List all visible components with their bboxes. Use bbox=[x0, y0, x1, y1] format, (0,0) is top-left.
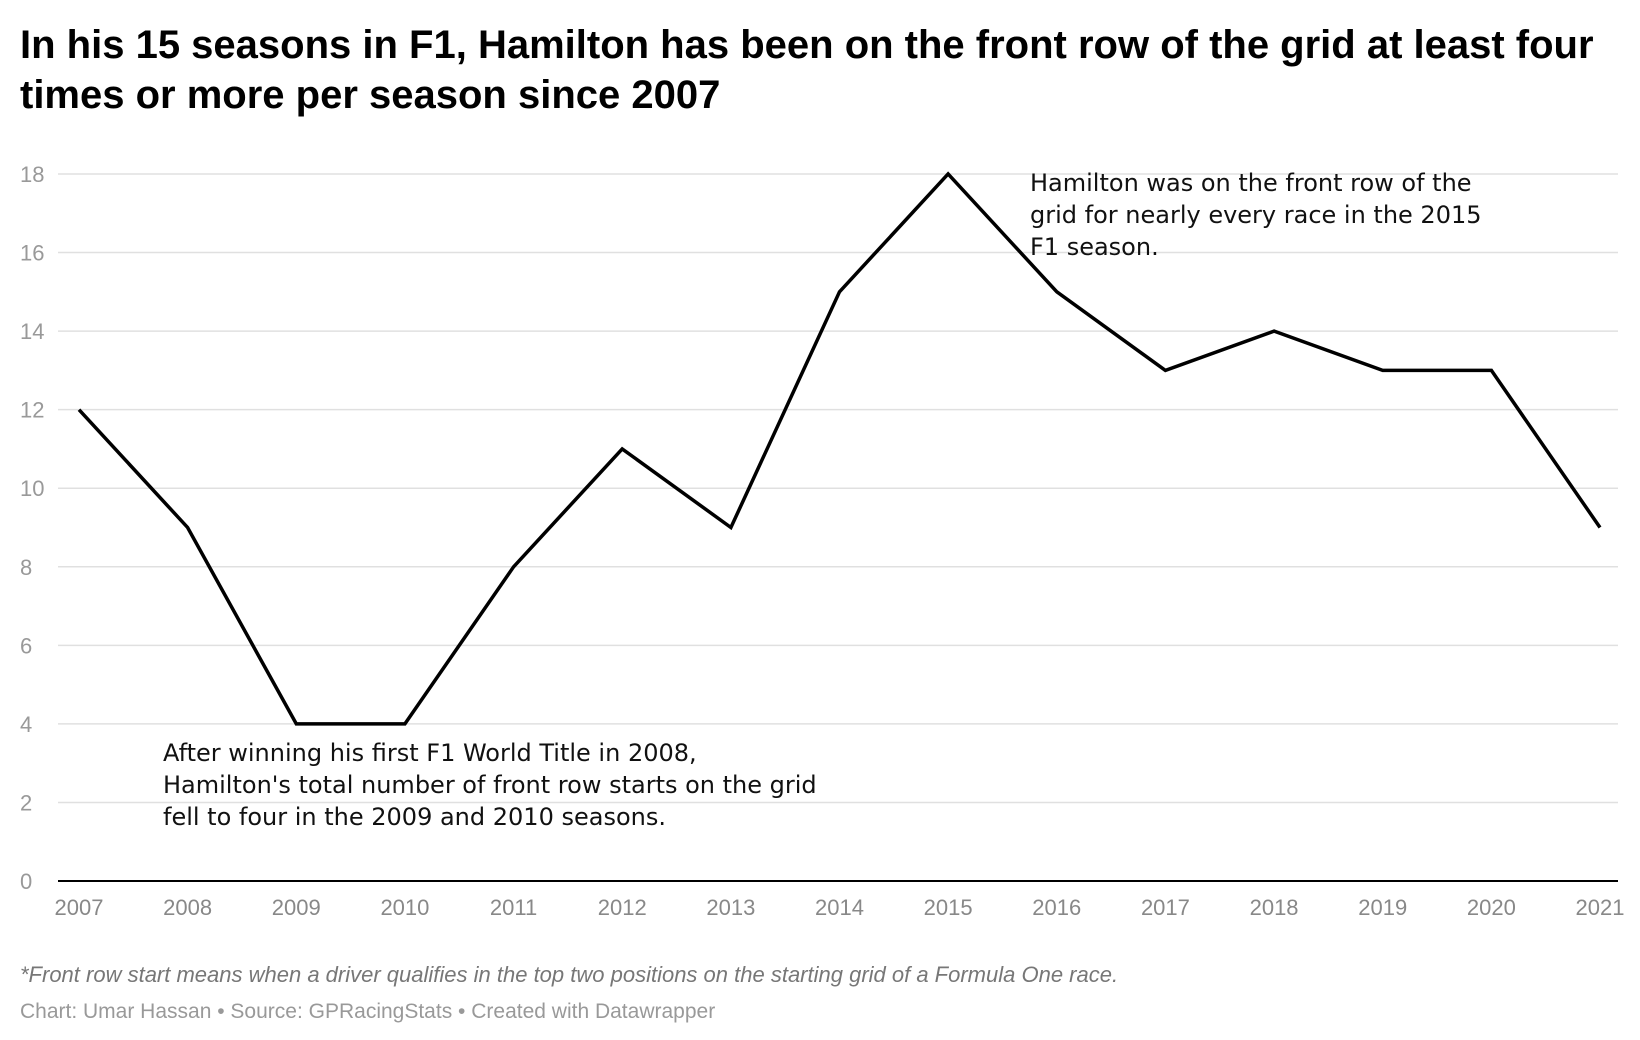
y-axis-ticks: 0 2 4 6 8 10 12 14 16 18 bbox=[20, 162, 44, 894]
line-chart: 0 2 4 6 8 10 12 14 16 18 2007 2008 2009 2010 2011 2012… bbox=[20, 162, 1625, 920]
data-point bbox=[729, 526, 733, 530]
x-tick-label: 2018 bbox=[1250, 895, 1299, 920]
x-tick-label: 2007 bbox=[55, 895, 104, 920]
x-tick-label: 2020 bbox=[1467, 895, 1516, 920]
y-tick-label: 18 bbox=[20, 162, 44, 187]
credit-separator: • bbox=[211, 1000, 231, 1023]
data-point bbox=[1489, 368, 1493, 372]
x-tick-label: 2015 bbox=[924, 895, 973, 920]
credit-separator: • bbox=[452, 1000, 472, 1023]
annotation-2009-2010-seasons: After winning his first F1 World Title i… bbox=[163, 739, 817, 831]
series-layer bbox=[77, 171, 1602, 726]
x-tick-label: 2014 bbox=[815, 895, 864, 920]
credit-tool: Created with Datawrapper bbox=[471, 1000, 716, 1023]
x-tick-label: 2016 bbox=[1032, 895, 1081, 920]
y-tick-label: 10 bbox=[20, 476, 44, 501]
credits: Chart: Umar Hassan • Source: GPRacingSta… bbox=[20, 1000, 715, 1024]
series-line bbox=[77, 171, 1602, 726]
data-point bbox=[512, 565, 516, 569]
x-tick-label: 2021 bbox=[1576, 895, 1625, 920]
data-point bbox=[946, 172, 950, 176]
data-point bbox=[1055, 290, 1059, 294]
annotation-2015-season: Hamilton was on the front row of the gri… bbox=[1030, 169, 1482, 261]
data-point bbox=[186, 526, 190, 530]
x-tick-label: 2019 bbox=[1358, 895, 1407, 920]
y-tick-label: 14 bbox=[20, 319, 44, 344]
x-tick-label: 2011 bbox=[490, 895, 537, 920]
x-tick-label: 2017 bbox=[1141, 895, 1190, 920]
x-tick-label: 2009 bbox=[272, 895, 321, 920]
x-tick-label: 2012 bbox=[598, 895, 647, 920]
data-point bbox=[77, 408, 81, 412]
y-tick-label: 2 bbox=[20, 790, 32, 815]
data-point bbox=[1598, 526, 1602, 530]
data-point bbox=[294, 722, 298, 726]
x-tick-label: 2010 bbox=[380, 895, 429, 920]
y-tick-label: 12 bbox=[20, 398, 44, 423]
y-tick-label: 4 bbox=[20, 712, 32, 737]
data-point bbox=[403, 722, 407, 726]
x-tick-label: 2008 bbox=[163, 895, 212, 920]
y-tick-label: 16 bbox=[20, 241, 44, 266]
credit-source: Source: GPRacingStats bbox=[230, 1000, 453, 1023]
y-tick-label: 0 bbox=[20, 869, 32, 894]
data-point bbox=[838, 290, 842, 294]
x-axis-ticks: 2007 2008 2009 2010 2011 2012 2013 2014 2015 2016… bbox=[55, 895, 1625, 920]
chart-title: In his 15 seasons in F1, Hamilton has be… bbox=[20, 23, 1594, 117]
data-point bbox=[620, 447, 624, 451]
data-point bbox=[1163, 368, 1167, 372]
credit-author: Chart: Umar Hassan bbox=[20, 1000, 212, 1023]
y-tick-label: 6 bbox=[20, 633, 32, 658]
y-tick-label: 8 bbox=[20, 555, 32, 580]
data-point bbox=[1381, 368, 1385, 372]
data-point bbox=[1272, 329, 1276, 333]
gridlines bbox=[58, 173, 1618, 804]
x-tick-label: 2013 bbox=[706, 895, 755, 920]
footnote: *Front row start means when a driver qua… bbox=[20, 962, 1119, 987]
